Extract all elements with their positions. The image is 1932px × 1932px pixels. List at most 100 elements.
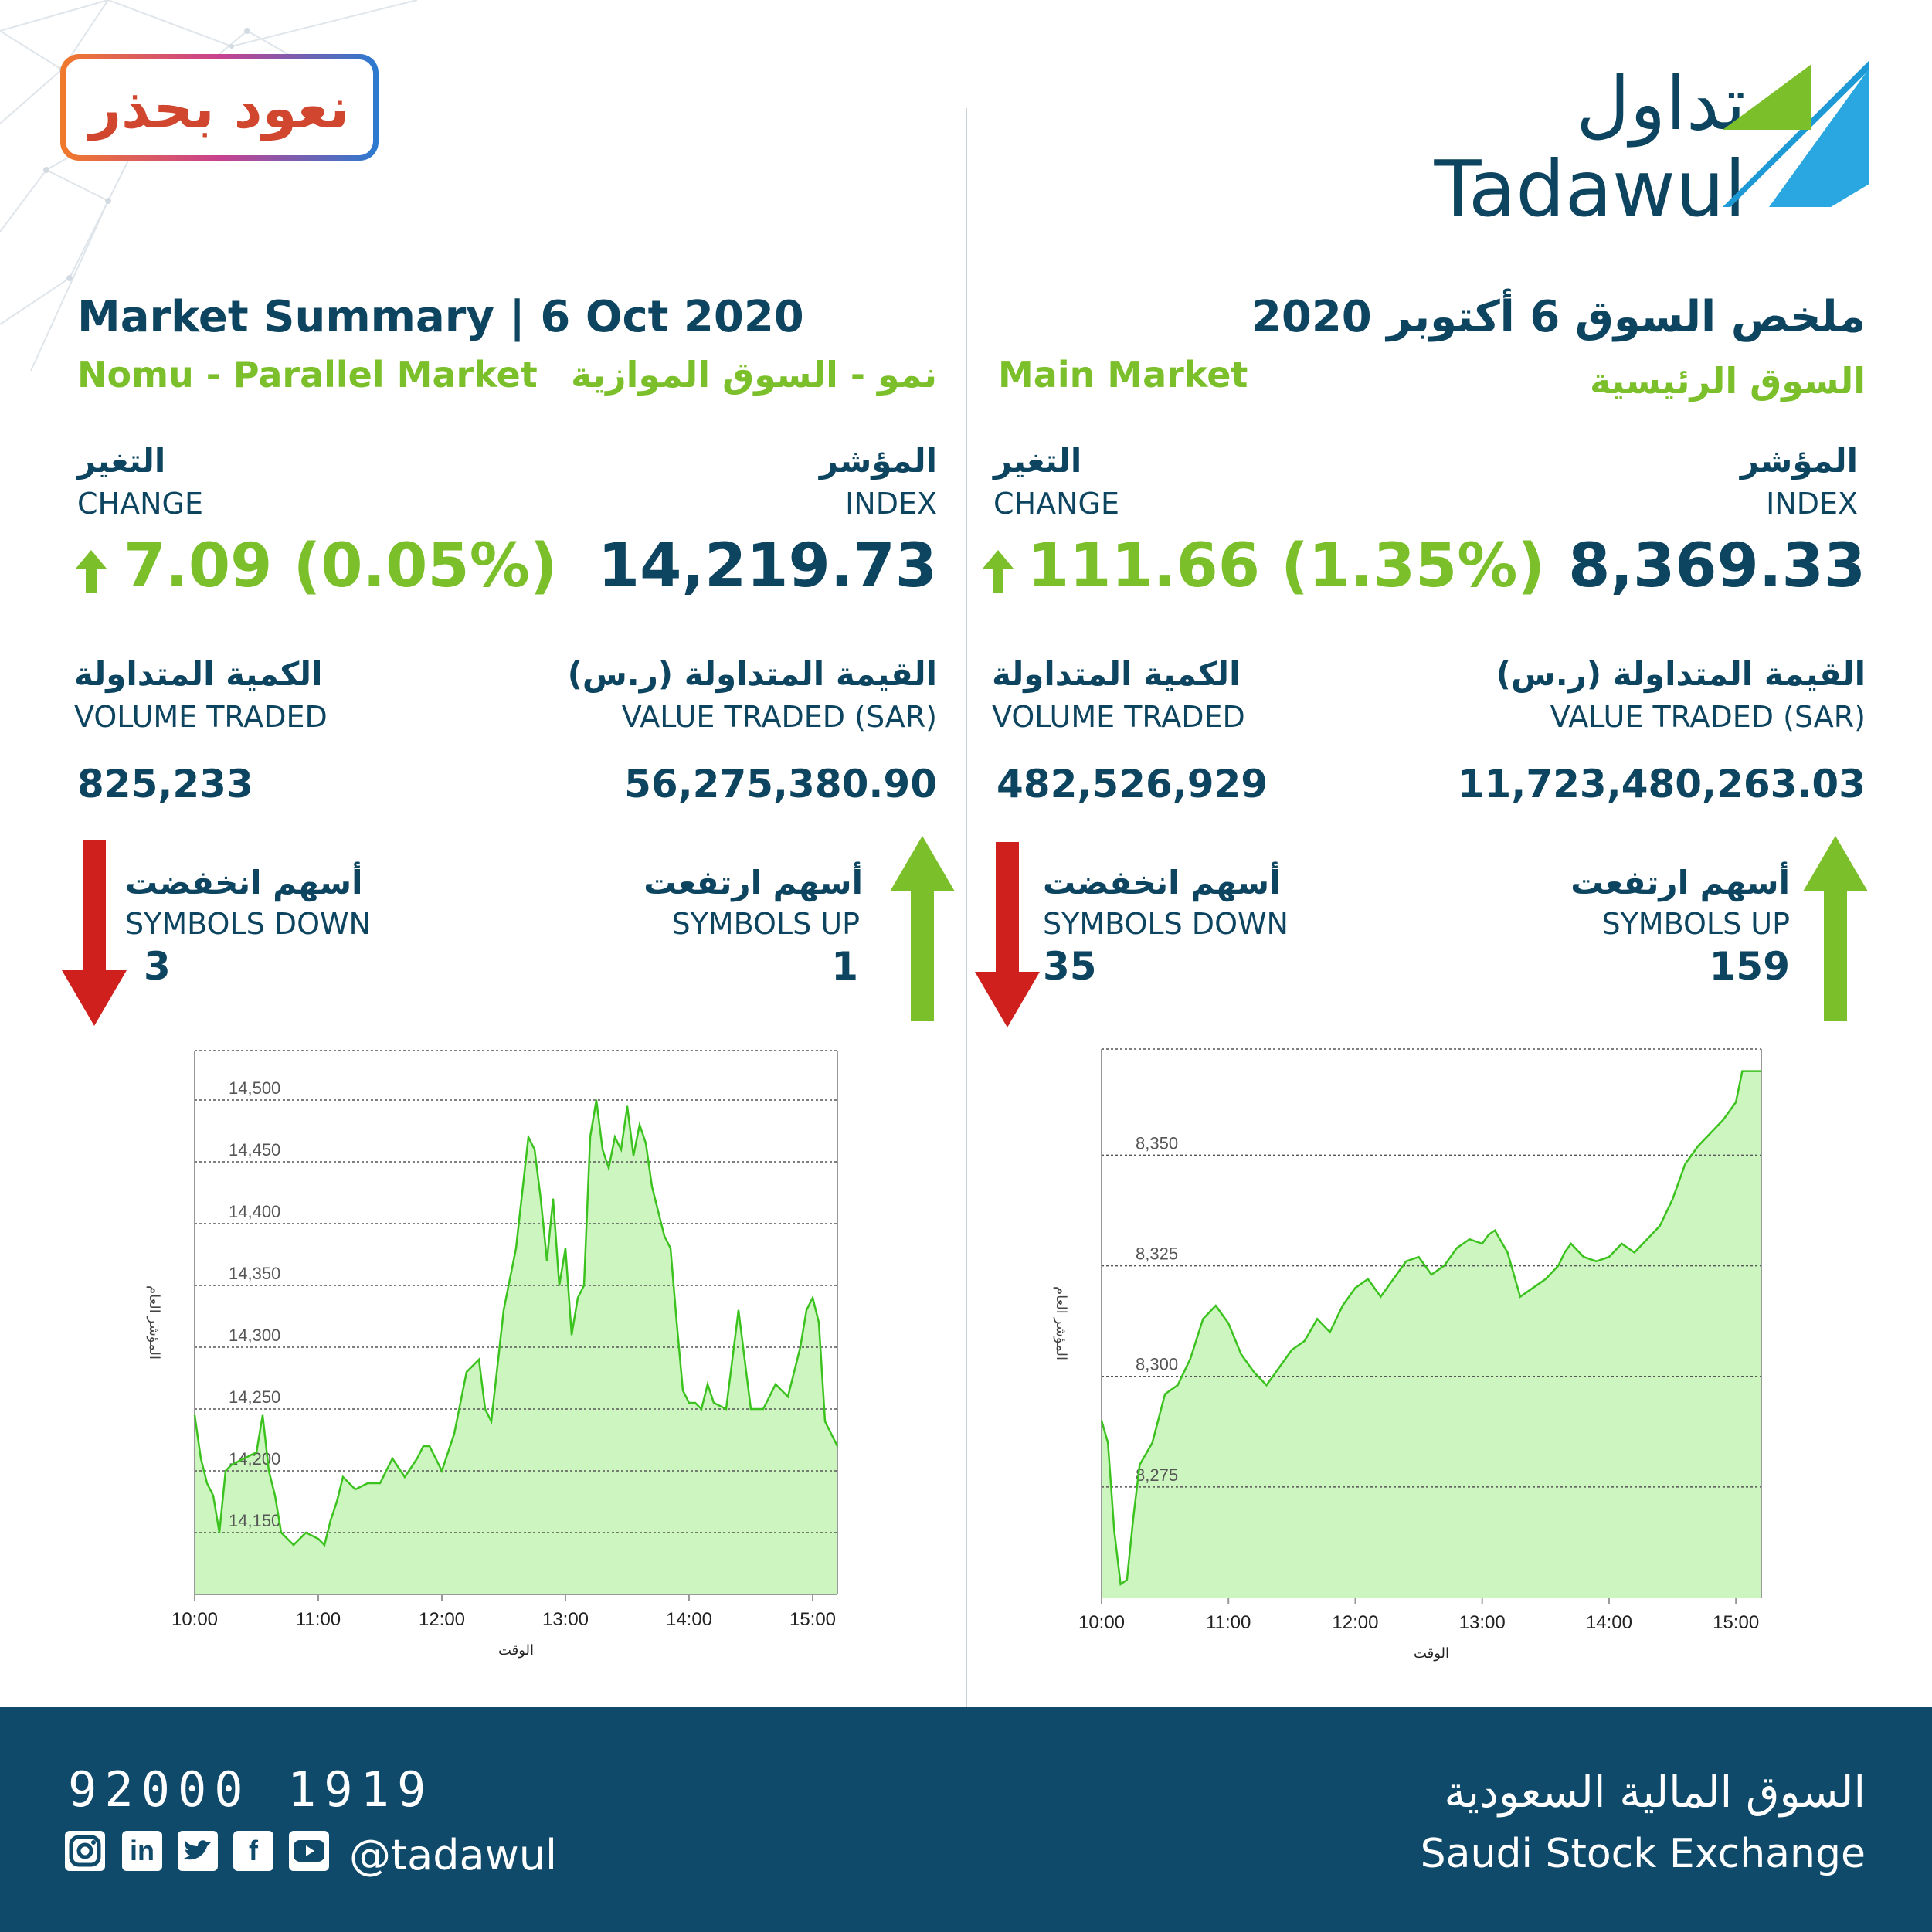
nomu-chart-x-tick-label: 13:00 (542, 1609, 589, 1630)
nomu-chart-data-point (416, 1458, 418, 1459)
main-chart-data-point (1132, 1517, 1134, 1519)
main-summary-title: ملخص السوق 6 أكتوبر 2020 (1251, 292, 1866, 342)
nomu-chart-data-point (219, 1532, 220, 1533)
nomu-symbols-up-label-en: SYMBOLS UP (671, 907, 860, 941)
main-chart-data-point (1380, 1295, 1382, 1298)
nomu-chart-data-point (676, 1322, 677, 1323)
main-symbols-down-value: 35 (1043, 944, 1097, 989)
nomu-chart-data-point (280, 1532, 282, 1533)
nomu-chart-data-point (484, 1408, 486, 1410)
youtube-icon[interactable] (289, 1831, 329, 1871)
nomu-chart-data-point (589, 1136, 591, 1138)
nomu-chart-x-tick-label: 12:00 (419, 1609, 465, 1630)
nomu-chart-data-point (824, 1421, 826, 1422)
nomu-chart-data-point (206, 1482, 208, 1484)
nomu-chart-data-point (565, 1248, 566, 1249)
main-chart-data-point (1595, 1261, 1598, 1262)
nomu-chart-data-point (688, 1402, 690, 1404)
main-volume-label-en: VOLUME TRADED (992, 700, 1245, 734)
main-index-chart: 8,275 8,300 8,325 8,350 10:00 11:00 12:00 13:00… (1053, 1048, 1762, 1662)
instagram-icon[interactable] (65, 1831, 105, 1871)
nomu-volume-label-ar: الكمية المتداولة (74, 655, 323, 693)
nomu-chart-data-point (355, 1489, 356, 1490)
twitter-icon[interactable] (178, 1831, 218, 1871)
nomu-chart-data-point (293, 1544, 294, 1546)
main-chart-data-point (1506, 1251, 1509, 1254)
main-chart-y-tick-label: 8,275 (1136, 1465, 1178, 1485)
main-chart-data-point (1418, 1256, 1420, 1258)
main-valuetraded-label-ar: القيمة المتداولة (ر.س) (1496, 655, 1866, 693)
nomu-chart-x-tick-label: 14:00 (666, 1609, 712, 1630)
nomu-chart-data-point (626, 1105, 628, 1107)
nomu-symbols-down-label-en: SYMBOLS DOWN (125, 907, 371, 941)
main-chart-x-tick-label: 14:00 (1586, 1612, 1632, 1633)
main-chart-data-point (1481, 1243, 1483, 1244)
nomu-chart-data-point (694, 1402, 696, 1404)
nomu-chart-data-point (552, 1198, 554, 1200)
main-change-label-en: CHANGE (993, 487, 1119, 521)
nomu-chart-data-point (515, 1248, 517, 1249)
nomu-symbols-down-arrow-icon (62, 840, 127, 1026)
nomu-chart-data-point (750, 1408, 752, 1410)
main-symbols-up-arrow-icon (1803, 836, 1868, 1021)
nomu-change-value: 7.09 (0.05%) (124, 531, 558, 601)
nomu-chart-y-tick-label: 14,350 (229, 1264, 280, 1283)
linkedin-icon[interactable]: in (122, 1831, 162, 1871)
nomu-symbols-down-label-ar: أسهم انخفضت (125, 864, 363, 901)
nomu-chart-data-point (268, 1470, 270, 1472)
nomu-chart-data-point (194, 1414, 195, 1416)
main-chart-data-point (1405, 1261, 1407, 1262)
nomu-change-up-icon (76, 550, 107, 593)
nomu-chart-data-point (404, 1476, 406, 1478)
main-chart-data-point (1278, 1367, 1280, 1369)
main-chart-data-point (1633, 1251, 1635, 1254)
nomu-chart-data-point (243, 1458, 245, 1459)
nomu-chart-data-point (620, 1149, 622, 1150)
footer-handle[interactable]: @tadawul (349, 1831, 558, 1879)
nomu-chart-data-point (682, 1390, 684, 1391)
main-chart-data-point (1291, 1349, 1293, 1351)
footer-exchange-en: Saudi Stock Exchange (1420, 1831, 1866, 1877)
nomu-chart-data-point (608, 1167, 609, 1169)
campaign-badge-text: نعود بحذر (89, 76, 350, 141)
facebook-icon[interactable]: f (233, 1831, 273, 1871)
main-chart-x-tick-label: 11:00 (1206, 1612, 1251, 1633)
nomu-chart-y-tick-label: 14,250 (229, 1387, 280, 1407)
center-divider (966, 108, 967, 1707)
main-chart-data-point (1741, 1070, 1744, 1072)
nomu-chart-data-point (812, 1297, 813, 1299)
summary-title: Market Summary | 6 Oct 2020 (77, 292, 804, 342)
nomu-chart-y-tick-label: 14,450 (229, 1140, 280, 1160)
nomu-symbols-up-label-ar: أسهم ارتفعت (643, 864, 863, 901)
main-chart-data-point (1342, 1305, 1343, 1306)
nomu-chart-data-point (478, 1359, 480, 1360)
nomu-chart-data-point (231, 1464, 233, 1465)
footer-phone[interactable]: 92000 1919 (68, 1761, 434, 1818)
nomu-chart-data-point (657, 1210, 659, 1212)
main-chart-x-tick-label: 15:00 (1713, 1612, 1759, 1633)
nomu-chart-data-point (342, 1476, 344, 1478)
main-chart-data-point (1107, 1441, 1109, 1444)
nomu-chart-data-point (645, 1143, 647, 1144)
main-chart-data-point (1177, 1384, 1179, 1386)
main-chart-data-point (1659, 1225, 1661, 1227)
main-index-value: 8,369.33 (1568, 531, 1866, 601)
nomu-market-en: Nomu - Parallel Market (77, 354, 538, 396)
main-chart-data-point (1215, 1305, 1217, 1306)
main-market-ar: السوق الرئيسية (1589, 360, 1866, 402)
nomu-chart-data-point (305, 1532, 307, 1533)
nomu-chart-data-point (491, 1421, 492, 1422)
main-chart-data-point (1151, 1441, 1153, 1444)
nomu-chart-data-point (429, 1445, 430, 1447)
nomu-chart-data-point (664, 1235, 665, 1237)
nomu-index-label-en: INDEX (845, 487, 937, 521)
nomu-valuetraded-label-ar: القيمة المتداولة (ر.س) (567, 655, 937, 693)
nomu-chart-data-point (701, 1408, 702, 1410)
main-chart-data-point (1456, 1247, 1458, 1249)
nomu-change-label-en: CHANGE (77, 487, 203, 521)
main-chart-x-tick-label: 10:00 (1078, 1612, 1125, 1633)
main-chart-data-point (1583, 1256, 1584, 1258)
nomu-chart-data-point (800, 1346, 801, 1348)
nomu-chart-data-point (725, 1408, 727, 1410)
main-chart-data-point (1608, 1256, 1610, 1258)
